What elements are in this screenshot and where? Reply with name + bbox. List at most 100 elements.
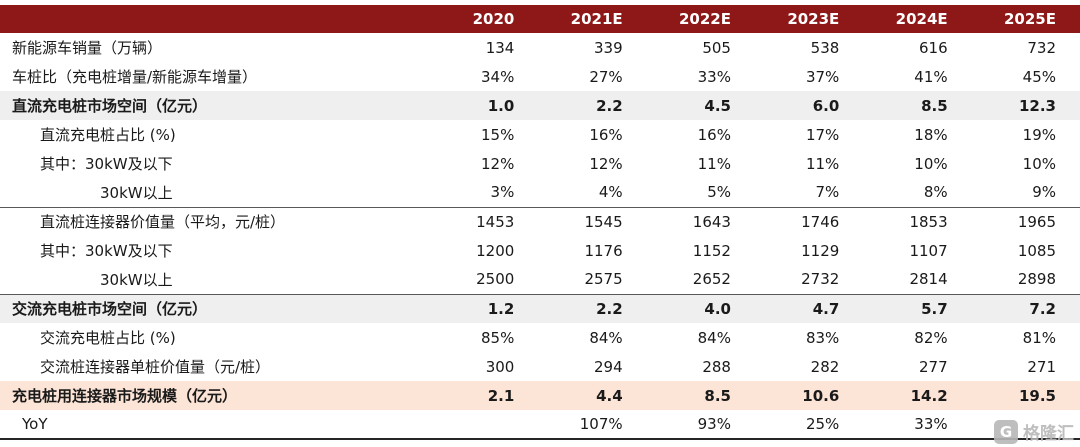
row-value: 134 [485, 38, 515, 57]
row-value: 84% [589, 328, 623, 347]
table-body: 新能源车销量（万辆） 134 339 505 538 616 732 车桩比（充电桩增量/新能… [0, 33, 1080, 439]
row-value: 732 [1027, 38, 1056, 57]
table-row: 其中：30kW及以下 12% 12% 11% 11% 10% 10% [0, 149, 1080, 178]
row-value: 1545 [584, 212, 623, 231]
row-value: 12.3 [971, 91, 1080, 120]
row-value: 2652 [646, 265, 755, 295]
row-value: 15% [480, 125, 515, 144]
column-header-year: 2025E [971, 5, 1080, 33]
row-value: 2.1 [430, 381, 539, 410]
row-value: 7.2 [971, 294, 1080, 323]
column-header-year: 2021E [538, 5, 647, 33]
table-row: 车桩比（充电桩增量/新能源车增量） 34% 27% 33% 37% 41% 45% [0, 62, 1080, 91]
row-value: 19.5 [971, 381, 1080, 410]
row-label: 新能源车销量（万辆） [12, 39, 163, 57]
row-label: 交流充电桩占比 (%) [40, 329, 176, 347]
row-value: 41% [914, 67, 948, 86]
table-row: 交流桩连接器单桩价值量（元/桩） 300 294 288 282 277 271 [0, 352, 1080, 381]
row-value: 82% [914, 328, 948, 347]
row-value: 8.5 [646, 381, 755, 410]
row-label: 直流充电桩占比 (%) [40, 126, 176, 144]
row-label: 交流桩连接器单桩价值量（元/桩） [40, 358, 271, 376]
row-value: 11% [805, 154, 840, 173]
charging-pile-market-table: 2020 2021E 2022E 2023E 2024E 2025E 新能源车销量（万辆）… [0, 5, 1080, 440]
row-value: 4.5 [646, 91, 755, 120]
row-value: 16% [697, 125, 731, 144]
row-value: 93% [697, 415, 731, 433]
row-value: 1129 [801, 241, 840, 260]
row-value: 4.0 [646, 294, 755, 323]
table-row: 充电桩用连接器市场规模（亿元） 2.1 4.4 8.5 10.6 14.2 19.5 [0, 381, 1080, 410]
row-value: 10.6 [754, 381, 864, 410]
row-value: 81% [1022, 328, 1056, 347]
row-value: 17% [805, 125, 840, 144]
row-label: 直流充电桩市场空间（亿元） [0, 91, 430, 120]
row-value: 2.2 [538, 294, 647, 323]
row-value: 4.7 [754, 294, 864, 323]
row-value: 1746 [801, 212, 840, 231]
row-value: 2500 [430, 265, 539, 295]
row-label: YoY [22, 415, 48, 433]
row-label: 其中：30kW及以下 [40, 242, 173, 260]
row-value: 14.2 [863, 381, 972, 410]
row-value: 10% [1022, 154, 1056, 173]
row-value: 2575 [538, 265, 647, 295]
table-row: 直流充电桩市场空间（亿元） 1.0 2.2 4.5 6.0 8.5 12.3 [0, 91, 1080, 120]
row-value: 2898 [971, 265, 1080, 295]
row-value: 85% [480, 328, 515, 347]
row-value: 277 [919, 357, 948, 376]
row-value [430, 410, 538, 439]
row-value: 107% [579, 415, 623, 433]
row-value: 19% [1022, 125, 1056, 144]
row-value: 8% [863, 178, 972, 208]
row-value: 1643 [692, 212, 731, 231]
row-value: 5.7 [863, 294, 972, 323]
row-value: 84% [697, 328, 731, 347]
row-value: 45% [1022, 67, 1056, 86]
row-value: 33% [914, 415, 948, 433]
row-value: 271 [1027, 357, 1056, 376]
row-value: 1.0 [430, 91, 539, 120]
row-label: 交流充电桩市场空间（亿元） [0, 294, 430, 323]
table-row: 直流桩连接器价值量（平均，元/桩） 1453 1545 1643 1746 1853 196… [0, 207, 1080, 236]
row-value: 6.0 [754, 91, 864, 120]
row-value: 83% [805, 328, 840, 347]
row-value: 1107 [909, 241, 948, 260]
table-row: YoY 107% 93% 25% 33% [0, 410, 1080, 439]
row-value: 4% [538, 178, 647, 208]
row-value: 4.4 [538, 381, 647, 410]
row-value: 2.2 [538, 91, 647, 120]
row-value: 34% [480, 67, 515, 86]
row-value: 10% [914, 154, 948, 173]
header-empty-cell [0, 5, 430, 33]
row-value: 33% [697, 67, 731, 86]
table-row: 30kW以上 3% 4% 5% 7% 8% 9% [0, 178, 1080, 208]
row-value: 1.2 [430, 294, 539, 323]
row-value: 5% [646, 178, 755, 208]
table-header-row: 2020 2021E 2022E 2023E 2024E 2025E [0, 5, 1080, 33]
row-value: 8.5 [863, 91, 972, 120]
row-value: 282 [810, 357, 840, 376]
row-label: 30kW以上 [0, 265, 430, 295]
row-value: 16% [589, 125, 623, 144]
row-value: 27% [589, 67, 623, 86]
row-value: 2732 [754, 265, 864, 295]
row-value: 538 [810, 38, 840, 57]
row-value: 288 [702, 357, 731, 376]
row-value: 3% [430, 178, 539, 208]
column-header-year: 2020 [430, 5, 539, 33]
row-label: 直流桩连接器价值量（平均，元/桩） [40, 213, 286, 232]
row-value: 7% [754, 178, 864, 208]
row-value: 1085 [1017, 241, 1056, 260]
column-header-year: 2024E [863, 5, 972, 33]
table-row: 新能源车销量（万辆） 134 339 505 538 616 732 [0, 33, 1080, 62]
row-value: 25% [805, 415, 840, 433]
table-row: 30kW以上 2500 2575 2652 2732 2814 2898 [0, 265, 1080, 295]
row-value: 1176 [584, 241, 623, 260]
row-value: 1965 [1017, 212, 1056, 231]
row-value: 37% [805, 67, 840, 86]
table-row: 交流充电桩占比 (%) 85% 84% 84% 83% 82% 81% [0, 323, 1080, 352]
row-value: 1453 [476, 212, 515, 231]
column-header-year: 2023E [754, 5, 864, 33]
